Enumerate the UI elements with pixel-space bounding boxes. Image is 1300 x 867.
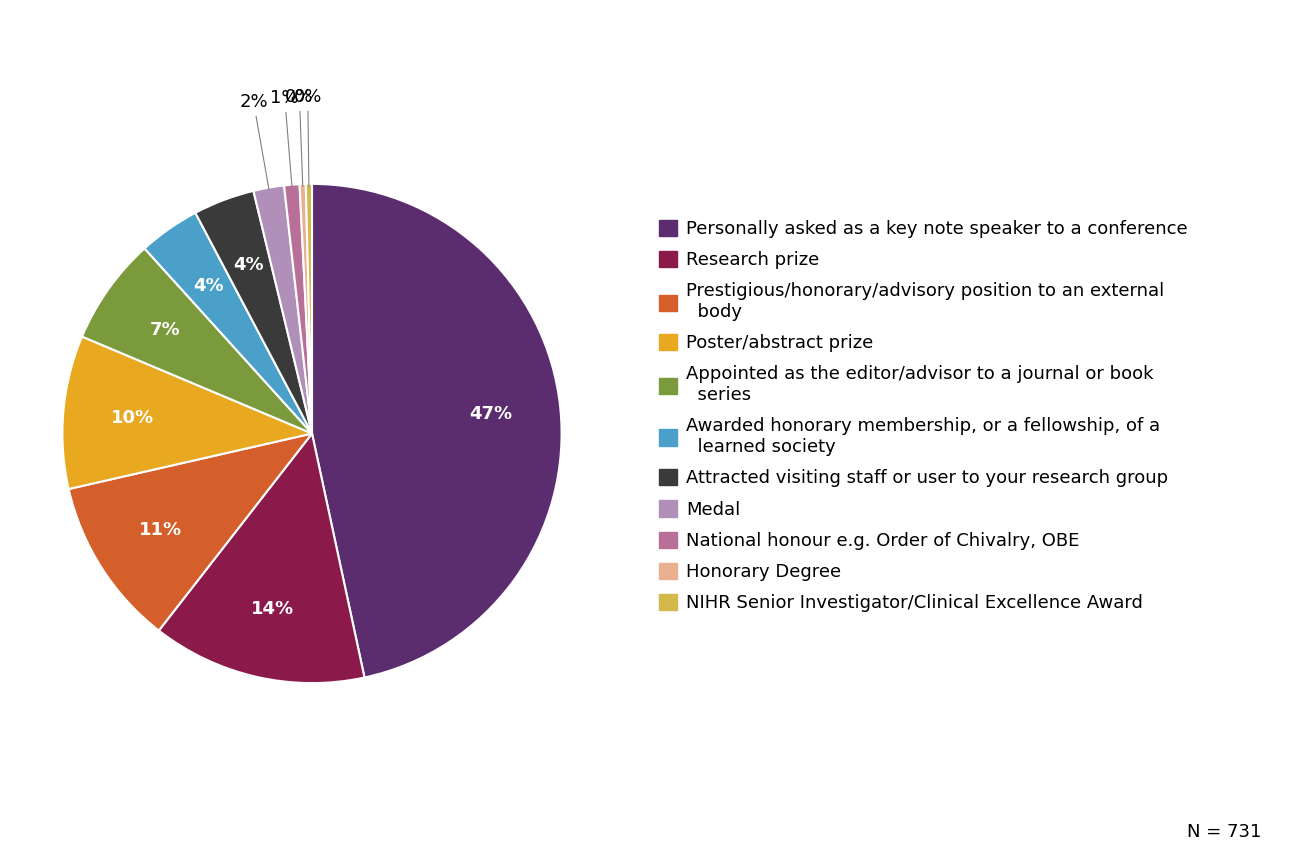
Text: 1%: 1% (270, 88, 299, 187)
Text: 0%: 0% (294, 88, 322, 186)
Text: 11%: 11% (139, 521, 182, 539)
Wedge shape (254, 186, 312, 434)
Wedge shape (195, 191, 312, 434)
Text: 4%: 4% (233, 257, 264, 274)
Wedge shape (69, 434, 312, 630)
Wedge shape (62, 336, 312, 489)
Wedge shape (159, 434, 364, 683)
Wedge shape (299, 184, 312, 434)
Wedge shape (82, 249, 312, 434)
Text: N = 731: N = 731 (1187, 823, 1261, 841)
Text: 47%: 47% (469, 406, 512, 423)
Text: 14%: 14% (251, 600, 294, 617)
Text: 4%: 4% (194, 277, 224, 296)
Legend: Personally asked as a key note speaker to a conference, Research prize, Prestigi: Personally asked as a key note speaker t… (659, 220, 1188, 612)
Text: 2%: 2% (239, 93, 269, 190)
Wedge shape (312, 184, 562, 677)
Wedge shape (285, 184, 312, 434)
Text: 7%: 7% (150, 321, 181, 338)
Wedge shape (306, 184, 312, 434)
Text: 0%: 0% (285, 88, 313, 186)
Text: 10%: 10% (112, 409, 155, 427)
Wedge shape (144, 212, 312, 434)
